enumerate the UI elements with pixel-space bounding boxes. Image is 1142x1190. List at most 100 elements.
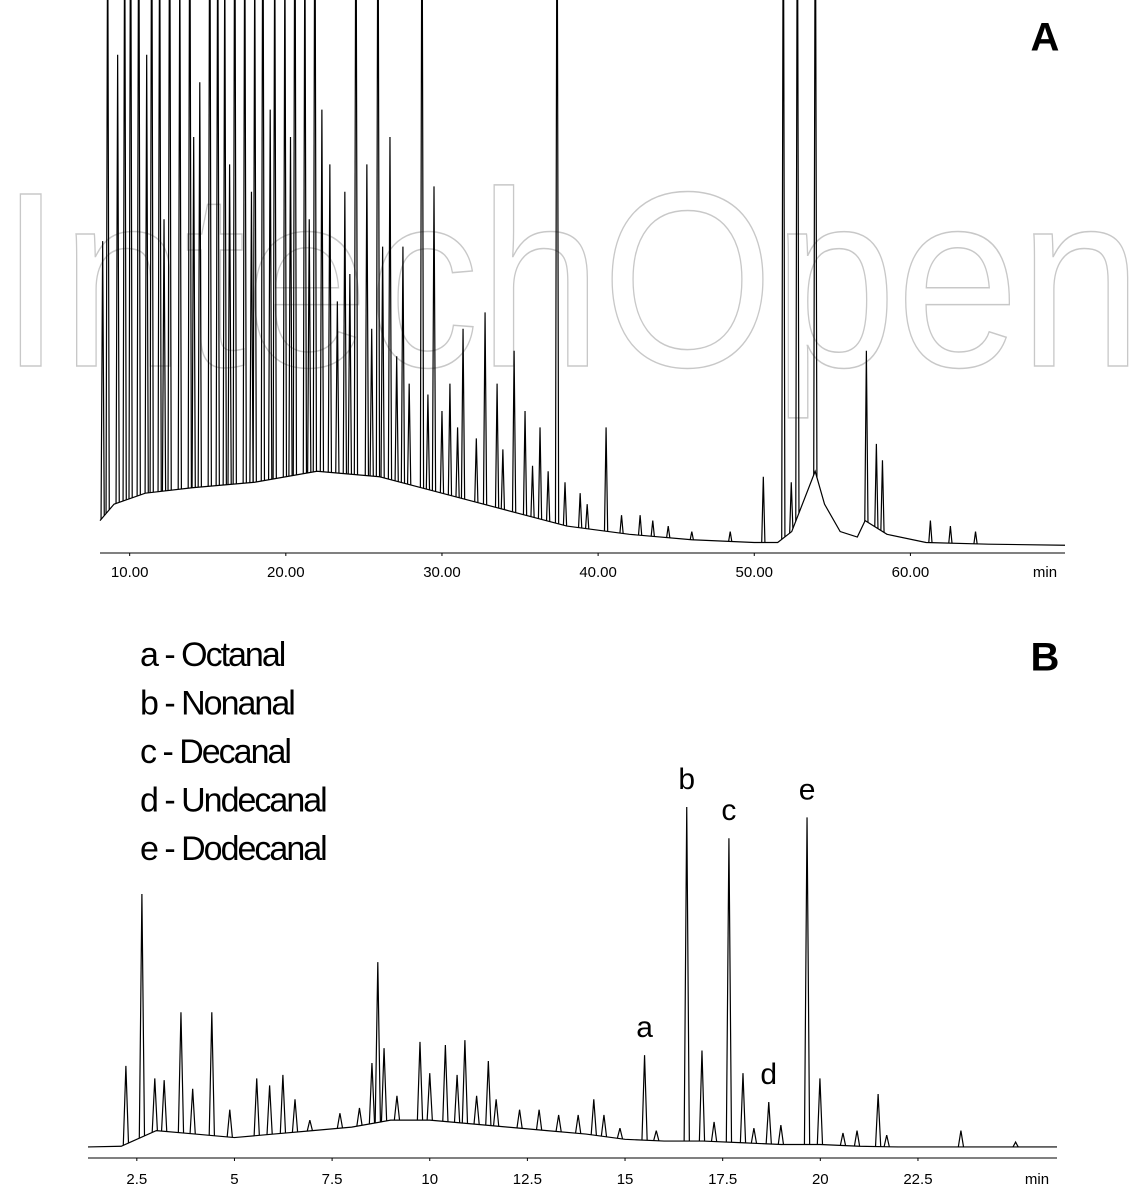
peak [260,0,266,482]
x-tick-label: 10.00 [111,564,149,581]
peak [394,356,399,482]
peak [189,1088,196,1135]
peak [347,273,353,475]
peak [650,520,655,537]
peak [545,471,551,522]
peak [105,0,110,514]
peak [369,328,374,477]
peak [416,1041,424,1121]
peak [368,1063,376,1124]
peak [535,1109,543,1131]
peak [419,0,425,489]
peak [473,1095,480,1125]
peak [522,410,528,516]
peak [739,1073,747,1143]
peak [306,1120,314,1132]
peak [555,1114,562,1132]
peak [431,186,437,492]
peak [336,1113,344,1129]
peak [292,0,298,476]
peak [883,1134,890,1147]
peak [474,438,479,503]
peak [765,1102,772,1145]
peak [554,0,560,524]
peak [641,1055,648,1141]
legend-entry: e - Dodecanal [140,830,326,868]
peak [157,0,162,492]
peak [616,1128,624,1140]
peak [816,1078,824,1145]
plot-area [87,806,1057,1148]
peak-label: a [636,1011,653,1044]
peak [574,1114,582,1134]
peak [795,0,800,522]
peak [282,0,288,478]
peak [288,136,293,477]
x-tick-label: 20.00 [267,564,305,581]
legend-entry: d - Undecanal [140,781,326,819]
peak [100,241,105,520]
peak [375,0,381,477]
peak [160,1080,168,1132]
x-tick-label: 30.00 [423,564,461,581]
peak [197,82,202,488]
peak [191,136,196,488]
peak [453,1074,461,1123]
peak [957,1130,965,1148]
x-tick-label: 20 [812,1171,829,1188]
peak [603,427,609,532]
x-tick-label: 2.5 [126,1171,147,1188]
peak-label: b [678,763,695,796]
peak [387,136,393,480]
baseline-trace [99,469,1066,546]
peak [728,531,733,542]
x-tick-label: 22.5 [903,1171,932,1188]
peak [232,0,237,485]
peak [928,520,933,543]
peak [426,1073,433,1121]
peak [442,1044,449,1122]
peak [516,1109,523,1129]
peak [279,1074,287,1134]
peak [750,1128,758,1144]
peak [128,0,133,499]
peak [215,0,220,486]
peak [689,531,694,540]
peak [222,0,227,485]
peak [291,1099,299,1133]
peak [492,1099,500,1127]
peak [406,383,412,485]
peak [666,525,671,538]
x-tick-label: 50.00 [735,564,773,581]
peak [319,109,325,472]
peak [364,164,370,476]
peak [590,1099,597,1136]
peak [439,410,445,494]
peak [353,0,359,475]
x-tick-label: 10 [421,1171,438,1188]
peak [482,312,488,505]
peak [725,838,733,1143]
peak [1012,1140,1019,1148]
peak-label: d [760,1058,777,1091]
peak [266,1085,273,1135]
peak [948,526,953,544]
peak [485,1060,492,1126]
peak [342,191,348,474]
peak [302,0,308,474]
peak [138,893,146,1139]
peak [122,1065,130,1146]
peak-label: e [799,773,816,806]
peak [874,443,879,529]
peak [380,1048,388,1122]
peak [500,449,506,510]
peak [374,962,382,1123]
x-tick-label: 60.00 [892,564,930,581]
x-axis-label: min [1033,564,1057,581]
peak [207,0,212,487]
peak [460,328,466,500]
x-tick-label: 12.5 [513,1171,542,1188]
peak [447,383,453,496]
peak [494,383,500,509]
peak [710,1121,718,1142]
